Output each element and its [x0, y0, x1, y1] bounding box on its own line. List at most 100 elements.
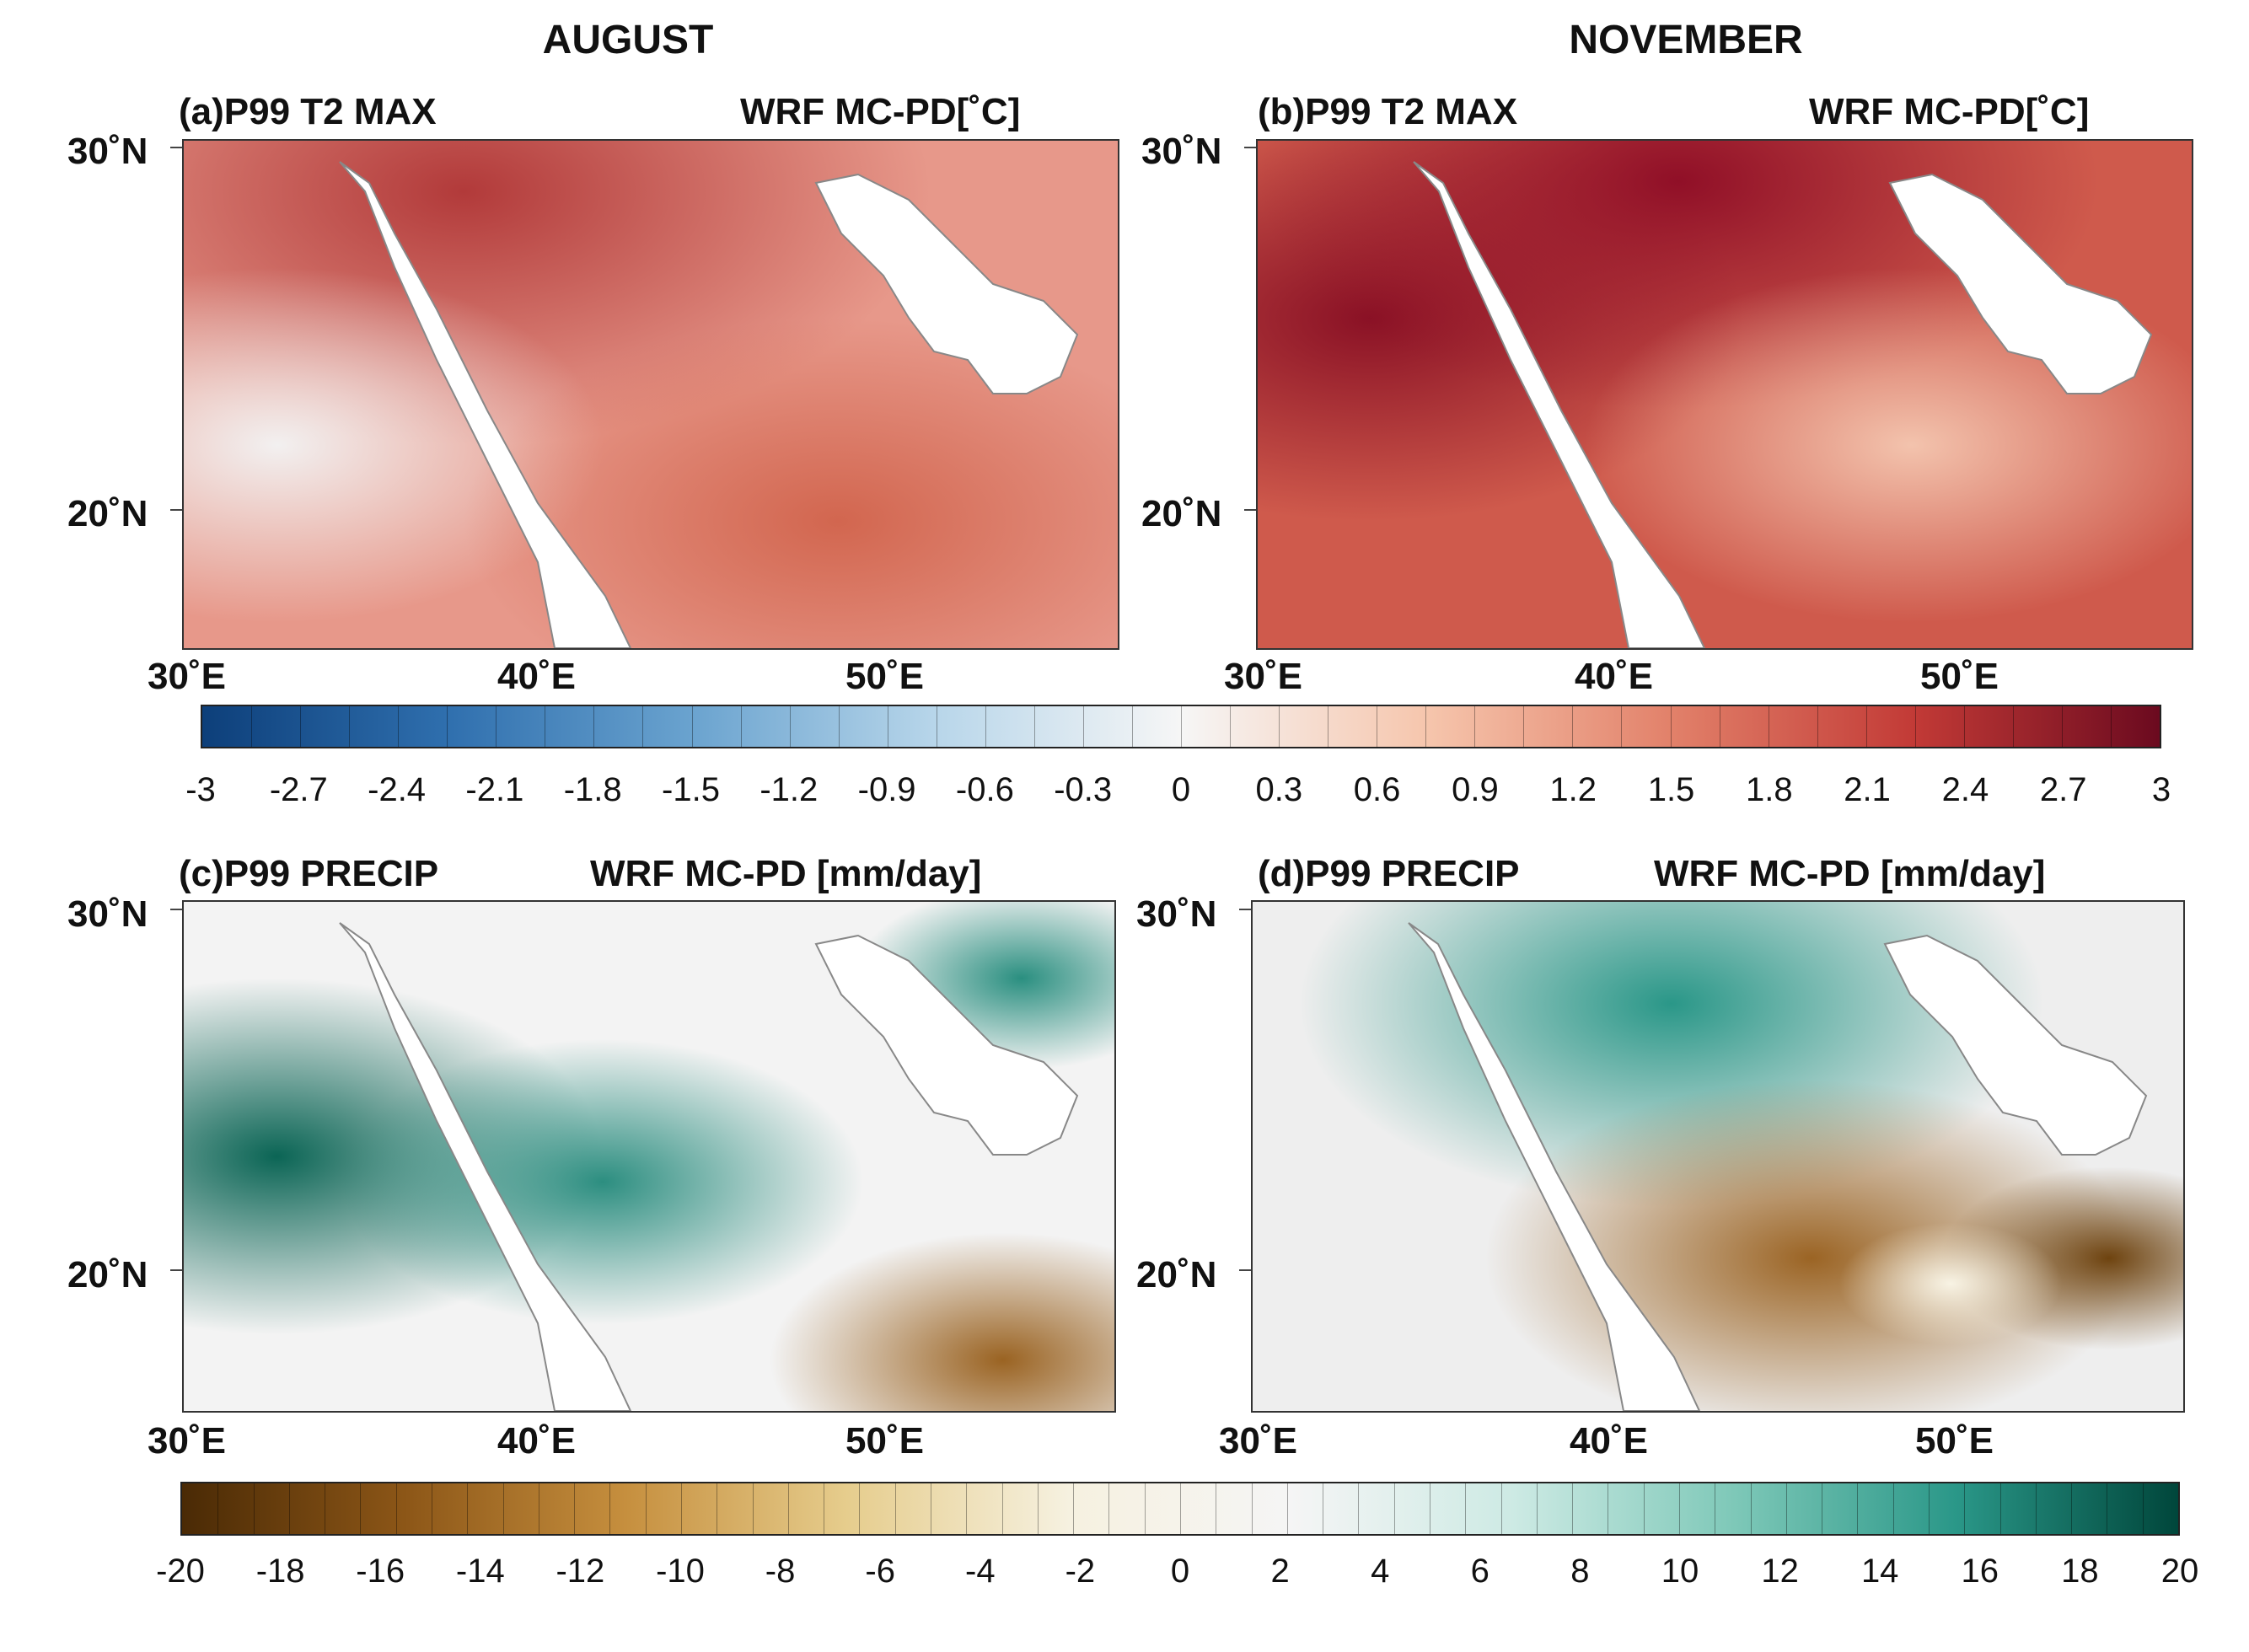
colorbar-segment-line [1750, 1483, 1752, 1534]
temperature-colorbar-tick-label: -0.3 [1054, 771, 1113, 808]
colorbar-segment-line [1964, 1483, 1966, 1534]
colorbar-segment-line [645, 1483, 647, 1534]
colorbar-segment-line [752, 1483, 754, 1534]
colorbar-segment-line [1073, 1483, 1075, 1534]
colorbar-segment-line [251, 706, 253, 747]
colorbar-segment-line [2142, 1483, 2144, 1534]
precipitation-colorbar-tick-label: 10 [1661, 1553, 1699, 1590]
colorbar-segment-line [300, 706, 302, 747]
lat-tick-20n-b: 20˚N [1141, 493, 1222, 534]
temperature-colorbar-tick-label: -3 [185, 771, 216, 808]
colorbar-segment-line [2061, 706, 2063, 747]
precipitation-colorbar-tick-label: 6 [1470, 1553, 1489, 1590]
temperature-colorbar-tick-label: 0.3 [1255, 771, 1303, 808]
panel-c-source: WRF MC-PD [mm/day] [590, 853, 982, 894]
temperature-colorbar-tick-label: -2.4 [368, 771, 427, 808]
persian-gulf [1883, 934, 2148, 1156]
column-title-november: NOVEMBER [1569, 18, 1803, 62]
red-sea [339, 922, 632, 1411]
y-tick-mark [170, 509, 182, 511]
colorbar-segment-line [1914, 706, 1916, 747]
precipitation-colorbar-tick-label: 4 [1371, 1553, 1390, 1590]
colorbar-segment-line [1865, 706, 1867, 747]
lon-tick-50e-b: 50˚E [1920, 656, 1999, 697]
lat-tick-30n-b: 30˚N [1141, 131, 1222, 172]
colorbar-segment-line [467, 1483, 469, 1534]
colorbar-segment-line [1465, 1483, 1467, 1534]
lat-tick-20n-a: 20˚N [67, 493, 148, 534]
temperature-colorbar-tick-label: 0 [1171, 771, 1191, 808]
colorbar-segment-line [1181, 706, 1182, 747]
colorbar-segment-line [1999, 1483, 2001, 1534]
colorbar-segment-line [395, 1483, 397, 1534]
colorbar-segment-line [1393, 1483, 1395, 1534]
lat-tick-30n-a: 30˚N [67, 131, 148, 172]
colorbar-segment-line [398, 706, 400, 747]
lat-tick-30n-c: 30˚N [67, 893, 148, 935]
colorbar-segment-line [1108, 1483, 1110, 1534]
colorbar-segment-line [2012, 706, 2014, 747]
precipitation-colorbar-tick-label: 8 [1570, 1553, 1590, 1590]
colorbar-segment-line [360, 1483, 362, 1534]
lon-tick-40e-d: 40˚E [1570, 1420, 1648, 1462]
precipitation-colorbar-tick-label: 12 [1761, 1553, 1799, 1590]
precipitation-colorbar-tick-label: 18 [2061, 1553, 2099, 1590]
lon-tick-40e-a: 40˚E [497, 656, 576, 697]
panel-a-label: (a)P99 T2 MAX [179, 91, 437, 132]
temperature-colorbar-tick-label: -2.1 [465, 771, 524, 808]
precipitation-colorbar-tick-label: 14 [1860, 1553, 1899, 1590]
panel-b-label: (b)P99 T2 MAX [1258, 91, 1518, 132]
colorbar-segment-line [447, 706, 448, 747]
temperature-colorbar-tick-label: -0.9 [857, 771, 916, 808]
lon-tick-50e-c: 50˚E [845, 1420, 924, 1462]
temperature-colorbar-tick-label: 1.5 [1647, 771, 1695, 808]
temperature-colorbar-tick-label: 0.9 [1452, 771, 1499, 808]
lon-tick-30e-b: 30˚E [1224, 656, 1302, 697]
persian-gulf [814, 173, 1079, 394]
temperature-colorbar-tick-label: -1.2 [760, 771, 819, 808]
colorbar-segment-line [1785, 1483, 1787, 1534]
colorbar-segment-line [1892, 1483, 1894, 1534]
lon-tick-30e-c: 30˚E [148, 1420, 226, 1462]
panel-d-source: WRF MC-PD [mm/day] [1654, 853, 2046, 894]
y-tick-mark [1239, 1269, 1251, 1271]
precipitation-colorbar-tick-label: -18 [255, 1553, 305, 1590]
map-panel-b [1256, 139, 2193, 650]
panel-b-source: WRF MC-PD[˚C] [1809, 91, 2090, 132]
colorbar-segment-line [1474, 706, 1476, 747]
persian-gulf [814, 934, 1079, 1156]
y-tick-mark [170, 909, 182, 910]
colorbar-segment-line [1621, 706, 1623, 747]
panel-c-label: (c)P99 PRECIP [179, 853, 439, 894]
precipitation-colorbar-tick-label: -8 [765, 1553, 796, 1590]
precipitation-colorbar-tick-label: -14 [455, 1553, 505, 1590]
colorbar-segment-line [1037, 1483, 1039, 1534]
lon-tick-50e-a: 50˚E [845, 656, 924, 697]
colorbar-segment-line [2110, 706, 2112, 747]
colorbar-segment-line [2035, 1483, 2037, 1534]
colorbar-segment-line [2071, 1483, 2073, 1534]
colorbar-segment-line [1001, 1483, 1003, 1534]
colorbar-segment-line [1679, 1483, 1680, 1534]
lon-tick-50e-d: 50˚E [1915, 1420, 1994, 1462]
precipitation-colorbar-tick-label: 16 [1961, 1553, 1999, 1590]
panel-a-source: WRF MC-PD[˚C] [740, 91, 1021, 132]
precipitation-colorbar-tick-label: -10 [656, 1553, 705, 1590]
colorbar-segment-line [1144, 1483, 1146, 1534]
temperature-colorbar-tick-label: 3 [2151, 771, 2171, 808]
colorbar-segment-line [1082, 706, 1084, 747]
temperature-colorbar-tick-label: -2.7 [269, 771, 328, 808]
precipitation-colorbar-tick-label: 20 [2160, 1553, 2199, 1590]
colorbar-segment-line [1670, 706, 1672, 747]
colorbar-segment-line [253, 1483, 255, 1534]
colorbar-segment-line [642, 706, 644, 747]
colorbar-segment-line [838, 706, 840, 747]
precipitation-colorbar-tick-label: -12 [556, 1553, 605, 1590]
temperature-colorbar-tick-label: -0.6 [955, 771, 1014, 808]
colorbar-segment-line [1572, 706, 1574, 747]
colorbar-segment-line [1180, 1483, 1181, 1534]
colorbar-segment-line [1033, 706, 1035, 747]
colorbar-segment-line [1251, 1483, 1253, 1534]
precipitation-colorbar-tick-label: -20 [156, 1553, 205, 1590]
precipitation-colorbar-tick-label: -2 [1065, 1553, 1096, 1590]
